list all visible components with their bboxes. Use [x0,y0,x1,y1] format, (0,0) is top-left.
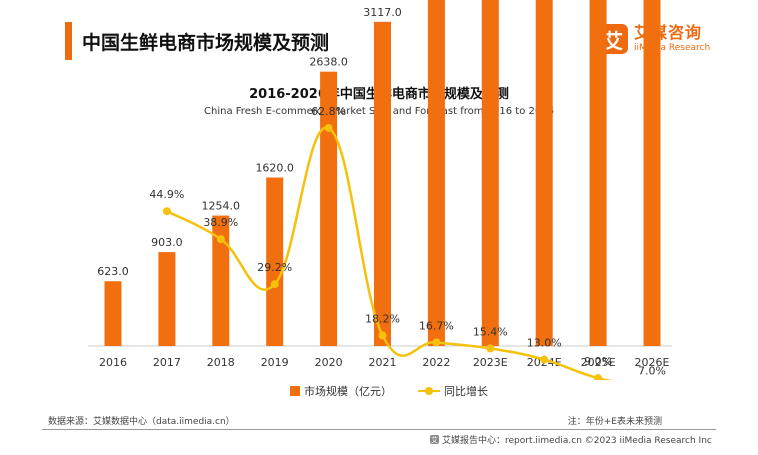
bar-value-label-2018: 1254.0 [202,200,241,213]
bar-value-label-2020: 2638.0 [309,56,348,69]
bar-value-label-2021: 3117.0 [363,6,402,19]
source-note: 数据来源：艾媒数据中心（data.iimedia.cn） [48,417,235,427]
legend-line-label: 同比增长 [444,385,488,398]
x-tick-label-2018: 2018 [207,356,235,369]
footer-divider [42,429,716,430]
growth-line [166,126,613,380]
bar-2026E [643,0,661,347]
legend-item-line: 同比增长 [418,383,488,399]
footer: 艾 艾媒报告中心：report.iimedia.cn ©2023 iiMedia… [430,433,712,446]
growth-label-2018: 38.9% [203,216,238,229]
bar-2018 [212,215,230,346]
legend-bar-label: 市场规模（亿元） [304,385,392,398]
logo-name-en: iiMedia Research [634,43,711,53]
forecast-note: 注：年份+E表未来预测 [567,417,662,427]
x-tick-label-2021: 2021 [369,356,397,369]
x-tick-label-2023E: 2023E [473,356,508,369]
growth-label-2017: 44.9% [149,188,184,201]
bar-value-label-2016: 623.0 [97,265,129,278]
bar-value-label-2017: 903.0 [151,236,183,249]
growth-point-2023E [486,344,495,353]
growth-label-2026E: 7.0% [638,364,666,377]
bar-2023E [481,0,499,346]
growth-label-2025E: 9.0% [584,355,612,368]
page-title: 中国生鲜电商市场规模及预测 [82,32,330,54]
growth-label-2022: 16.7% [419,319,454,332]
bar-value-label-2019: 1620.0 [255,162,294,175]
growth-point-2024E [540,355,549,364]
growth-label-2020: 62.8% [311,105,346,118]
x-tick-label-2019: 2019 [261,356,289,369]
bar-2025E [589,0,607,346]
bar-2020 [320,71,338,346]
growth-label-2023E: 15.4% [473,325,508,338]
bar-2016 [104,281,122,346]
growth-point-2025E [594,374,603,380]
growth-label-2021: 18.2% [365,312,400,325]
chart-canvas: 623.0 2016 903.0 2017 1254.0 2018 1620.0 2019 26… [88,0,672,380]
bar-2024E [535,0,553,346]
x-tick-label-2016: 2016 [99,356,127,369]
bar-2017 [158,252,176,346]
legend-item-bar: 市场规模（亿元） [290,383,392,399]
x-tick-label-2026E: 2026E [635,356,670,369]
growth-point-2018 [216,235,225,244]
footer-text: 艾媒报告中心：report.iimedia.cn ©2023 iiMedia R… [442,436,712,446]
growth-label-2024E: 13.0% [527,337,562,350]
report-center-icon: 艾 [430,435,439,444]
x-tick-label-2025E: 2025E [581,356,616,369]
growth-point-2022 [432,338,441,347]
bar-2019 [266,177,284,346]
growth-point-2017 [162,207,171,216]
growth-point-2020 [324,123,333,132]
x-tick-label-2020: 2020 [315,356,343,369]
legend-bar-swatch-icon [290,386,300,396]
growth-point-2021 [378,331,387,340]
legend-line-swatch-icon [418,386,440,396]
x-tick-label-2022: 2022 [422,356,450,369]
bar-2021 [374,21,391,346]
bar-2022 [427,0,445,346]
title-accent-bar [65,22,72,60]
x-tick-label-2017: 2017 [153,356,181,369]
growth-label-2019: 29.2% [257,261,292,274]
chart-legend: 市场规模（亿元） 同比增长 [290,383,514,399]
growth-point-2019 [270,280,279,289]
